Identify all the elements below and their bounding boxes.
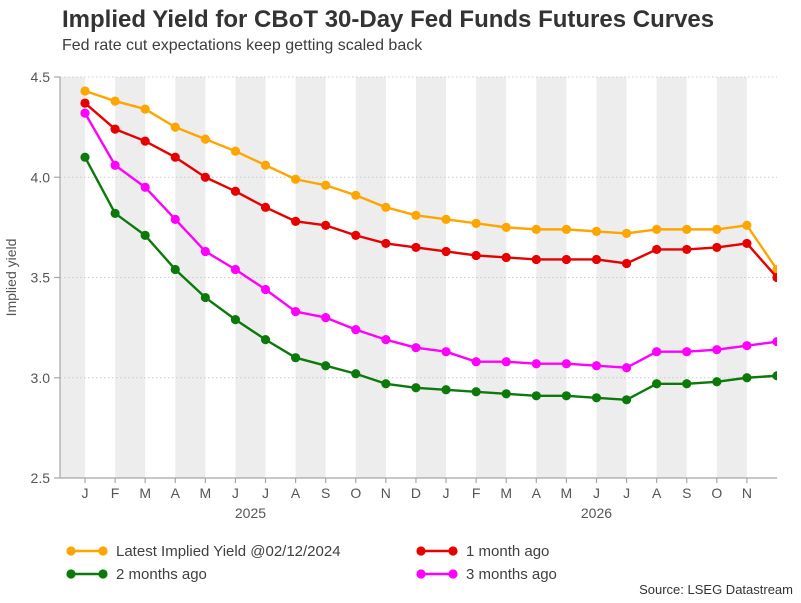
y-tick-label: 2.5 (31, 470, 51, 486)
axes: 2.5 3.0 3.5 4.0 4.5 J F M A M J J A S O N D J F M A M J J A S O N 20… (31, 69, 777, 521)
x-tick-label: J (82, 485, 89, 501)
chart-subtitle: Fed rate cut expectations keep getting s… (62, 37, 423, 54)
x-tick-label: J (443, 485, 450, 501)
series-3 (80, 108, 777, 373)
source-credit: Source: LSEG Datastream (639, 582, 793, 597)
x-tick-label: A (532, 485, 542, 501)
y-tick-label: 3.0 (31, 370, 51, 386)
series-0 (80, 86, 777, 275)
legend-marker-icon (66, 569, 108, 579)
x-tick-label: M (500, 485, 512, 501)
x-tick-label: A (652, 485, 662, 501)
x-tick-label: A (171, 485, 181, 501)
x-tick-label: F (111, 485, 120, 501)
y-axis-label: Implied yield (3, 239, 19, 317)
year-label: 2025 (235, 505, 266, 521)
legend-item-2-months-ago: 2 months ago (64, 563, 414, 585)
x-tick-label: S (682, 485, 691, 501)
x-tick-label: F (472, 485, 481, 501)
x-tick-label: N (742, 485, 752, 501)
x-tick-label: O (350, 485, 361, 501)
legend-marker-icon (66, 546, 108, 556)
gridlines (60, 76, 777, 379)
legend-marker-icon (416, 569, 458, 579)
x-tick-label: A (291, 485, 301, 501)
year-label: 2026 (581, 505, 612, 521)
x-tick-label: M (200, 485, 212, 501)
x-tick-label: D (411, 485, 421, 501)
x-tick-label: J (623, 485, 630, 501)
legend-marker-icon (416, 546, 458, 556)
x-tick-label: J (593, 485, 600, 501)
x-tick-label: M (561, 485, 573, 501)
legend-item-latest: Latest Implied Yield @02/12/2024 (64, 540, 414, 562)
series-1 (80, 98, 777, 283)
legend-label: Latest Implied Yield @02/12/2024 (116, 542, 341, 560)
y-tick-label: 4.5 (31, 69, 51, 85)
legend-item-3-months-ago: 3 months ago (414, 563, 557, 585)
x-tick-label: J (262, 485, 269, 501)
legend-label: 3 months ago (466, 565, 557, 583)
series-2 (80, 152, 777, 405)
x-tick-label: O (711, 485, 722, 501)
legend: Latest Implied Yield @02/12/2024 1 month… (64, 540, 557, 585)
legend-item-1-month-ago: 1 month ago (414, 540, 557, 562)
x-tick-label: N (381, 485, 391, 501)
legend-label: 1 month ago (466, 542, 550, 560)
x-tick-label: S (321, 485, 330, 501)
y-tick-label: 3.5 (31, 270, 51, 286)
y-tick-label: 4.0 (31, 169, 51, 185)
chart-title: Implied Yield for CBoT 30-Day Fed Funds … (62, 6, 715, 33)
background-stripes (60, 77, 747, 478)
x-tick-label: M (139, 485, 151, 501)
x-tick-label: J (232, 485, 239, 501)
legend-label: 2 months ago (116, 565, 207, 583)
